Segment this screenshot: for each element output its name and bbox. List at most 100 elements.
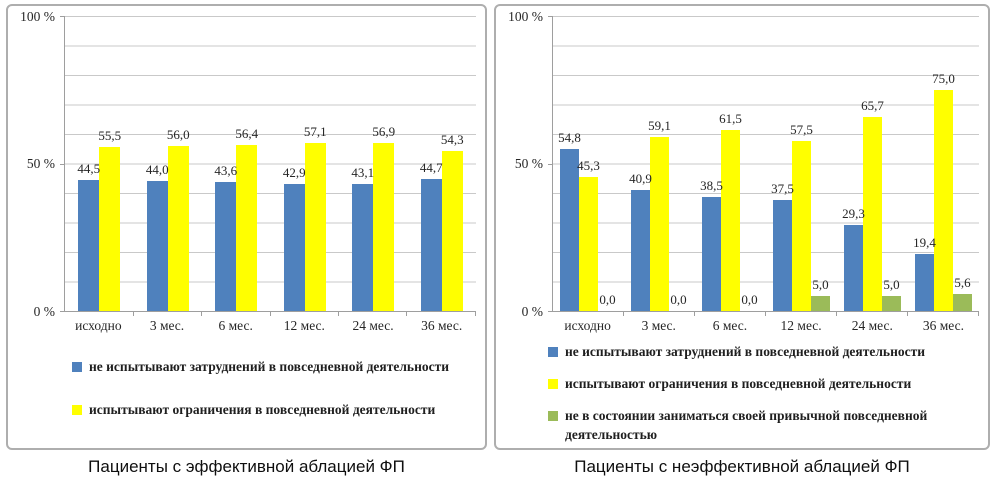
- legend-swatch-yellow: [72, 404, 82, 415]
- bar-limitations: [373, 143, 395, 311]
- bar-group-3mo: 40,9 59,1 0,0: [624, 16, 695, 311]
- value-label: 0,0: [741, 292, 758, 307]
- y-axis-tick: [60, 16, 65, 17]
- legend-item-no-difficulties: не испытывают затруднений в повседневной…: [72, 358, 469, 377]
- y-axis-tick: [60, 311, 65, 312]
- x-axis-category-labels: исходно 3 мес. 6 мес. 12 мес. 24 мес. 36…: [64, 318, 476, 334]
- x-axis-tick: [475, 311, 476, 316]
- y-axis-label-0: 0 %: [521, 304, 543, 319]
- value-label: 38,5: [700, 178, 723, 194]
- value-label: 44,5: [77, 160, 101, 176]
- value-label: 5,0: [883, 277, 900, 293]
- value-label: 65,7: [861, 98, 884, 114]
- legend-label: не испытывают затруднений в повседневной…: [89, 359, 449, 374]
- x-axis-tick: [836, 311, 837, 316]
- category-label: 6 мес.: [712, 318, 748, 333]
- value-label: 0,0: [670, 292, 687, 307]
- x-axis-tick: [906, 311, 908, 316]
- category-label: 12 мес.: [780, 318, 822, 333]
- bar-group-24mo: 43,1 56,9: [339, 16, 408, 311]
- bar-no-difficulties: [283, 184, 305, 311]
- y-axis-label-100: 100 %: [508, 9, 543, 24]
- y-axis-tick: [548, 311, 553, 312]
- bar-group-12mo: 37,5 57,5 5,0: [766, 16, 837, 311]
- legend-item-unable: не в состоянии заниматься своей привычно…: [548, 407, 974, 445]
- category-label: 24 мес.: [352, 318, 394, 333]
- value-label: 29,3: [842, 205, 865, 221]
- x-axis-tick: [978, 311, 979, 316]
- bar-no-difficulties: [773, 200, 792, 311]
- plot-area: 100 % 50 % 0 % 54,8 45,3 0,0 40,9 59,1 0…: [508, 10, 979, 318]
- value-label: 43,6: [214, 163, 238, 179]
- bar-limitations: [441, 150, 463, 311]
- legend-swatch-yellow: [548, 378, 558, 389]
- value-label: 44,0: [145, 162, 169, 178]
- chart-title-effective-ablation: Пациенты с эффективной аблацией ФП: [88, 457, 405, 476]
- legend-label: не испытывают затруднений в повседневной…: [565, 344, 925, 359]
- bar-unable: [953, 294, 972, 311]
- category-label: 24 мес.: [851, 318, 893, 333]
- bar-limitations: [792, 141, 811, 311]
- bar-limitations: [236, 144, 258, 311]
- y-axis-tick: [548, 163, 553, 165]
- bar-limitations: [721, 129, 740, 311]
- value-label: 43,1: [351, 164, 375, 180]
- bar-no-difficulties: [78, 179, 100, 311]
- legend-swatch-green: [548, 410, 558, 421]
- value-label: 56,4: [235, 125, 259, 141]
- chart-panel-effective-ablation: 100 % 50 % 0 % 44,5 55,5 44,0 56,0 43,6 …: [6, 4, 487, 450]
- bar-group-36mo: 19,4 75,0 5,6: [908, 16, 979, 311]
- y-axis-tick: [60, 163, 65, 165]
- x-axis-category-labels: исходно 3 мес. 6 мес. 12 мес. 24 мес. 36…: [552, 318, 979, 334]
- bar-group-24mo: 29,3 65,7 5,0: [837, 16, 908, 311]
- legend-item-no-difficulties: не испытывают затруднений в повседневной…: [548, 343, 974, 362]
- category-label: 3 мес.: [641, 318, 676, 333]
- legend-item-limitations: испытывают ограничения в повседневной де…: [548, 375, 974, 394]
- bar-group-6mo: 43,6 56,4: [202, 16, 271, 311]
- value-label: 56,9: [372, 124, 396, 140]
- legend-label: не в состоянии заниматься своей привычно…: [565, 407, 928, 442]
- category-label: 3 мес.: [149, 318, 185, 333]
- bar-group-6mo: 38,5 61,5 0,0: [695, 16, 766, 311]
- bar-unable: [882, 296, 901, 311]
- value-label: 57,5: [790, 122, 813, 138]
- chart-panel-ineffective-ablation: 100 % 50 % 0 % 54,8 45,3 0,0 40,9 59,1 0…: [494, 4, 990, 450]
- legend-swatch-blue: [72, 362, 82, 372]
- x-axis-tick: [269, 311, 271, 316]
- value-label: 19,4: [913, 234, 936, 250]
- chart-title-ineffective-ablation: Пациенты с неэффективной аблацией ФП: [574, 457, 910, 476]
- bar-no-difficulties: [915, 253, 934, 311]
- value-label: 0,0: [599, 292, 616, 307]
- legend-item-limitations: испытывают ограничения в повседневной де…: [72, 401, 469, 420]
- bar-limitations: [579, 177, 598, 311]
- value-label: 75,0: [932, 70, 955, 86]
- value-label: 61,5: [719, 110, 742, 126]
- category-label: исходно: [564, 318, 611, 333]
- y-axis-label-50: 50 %: [26, 156, 55, 171]
- value-label: 44,7: [419, 160, 443, 176]
- x-axis-tick: [623, 311, 624, 316]
- category-label: 12 мес.: [283, 318, 325, 333]
- bar-limitations: [99, 147, 121, 311]
- bar-no-difficulties: [560, 149, 579, 311]
- bar-no-difficulties: [215, 182, 237, 311]
- y-axis-label-100: 100 %: [20, 9, 55, 24]
- legend-label: испытывают ограничения в повседневной де…: [565, 375, 912, 391]
- value-label: 37,5: [771, 181, 794, 197]
- x-axis-tick: [765, 311, 766, 316]
- value-label: 54,8: [558, 130, 581, 146]
- value-label: 40,9: [629, 171, 652, 187]
- bar-limitations: [167, 145, 189, 311]
- bar-no-difficulties: [631, 190, 650, 311]
- category-label: 36 мес.: [421, 318, 463, 333]
- legend: не испытывают затруднений в повседневной…: [72, 358, 469, 444]
- bar-limitations: [863, 117, 882, 311]
- bar-no-difficulties: [702, 197, 721, 311]
- y-axis-label-50: 50 %: [514, 156, 543, 171]
- bar-no-difficulties: [146, 181, 168, 311]
- x-axis-tick: [406, 311, 408, 316]
- value-label: 5,6: [954, 275, 971, 291]
- x-axis-tick: [200, 311, 202, 316]
- value-label: 57,1: [303, 123, 327, 139]
- x-axis-tick: [693, 311, 695, 316]
